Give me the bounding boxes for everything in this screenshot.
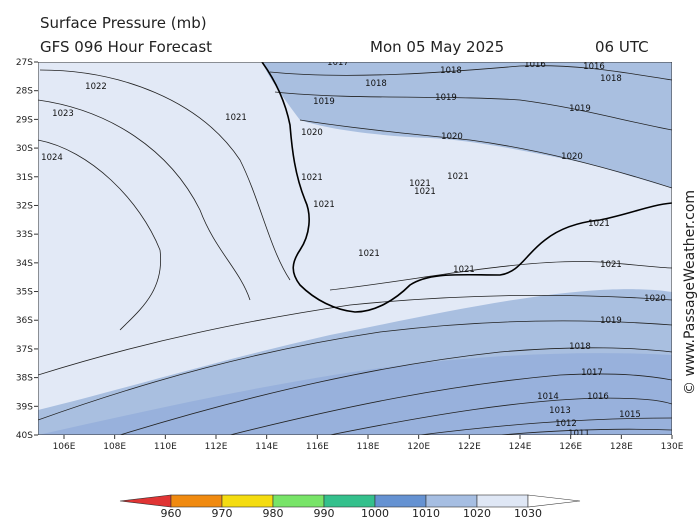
isobar-label: 1011: [568, 429, 590, 439]
colorbar-tip-right: [527, 494, 581, 508]
isobar-label: 1024: [41, 153, 63, 163]
isobar-labels: 1022 1023 1024 1021 1017 1018 1018 1016 1016 1018…: [41, 58, 666, 439]
isobar-label: 1021: [409, 179, 431, 189]
isobar-label: 1013: [549, 406, 571, 416]
isobar-label: 1014: [537, 392, 559, 402]
colorbar-segment: [272, 494, 325, 508]
colorbar-segment: [170, 494, 223, 508]
high-zone-north: [262, 62, 672, 188]
isobar-label: 1020: [561, 152, 583, 162]
map: 1022 1023 1024 1021 1017 1018 1018 1016 1016 1018…: [38, 58, 672, 439]
lat-label: 30S: [16, 144, 33, 154]
colorbar-label: 960: [161, 507, 182, 520]
isobar-label: 1021: [313, 200, 335, 210]
isobar-label: 1021: [588, 219, 610, 229]
lat-label: 39S: [16, 402, 33, 412]
isobar-label: 1022: [85, 82, 107, 92]
lon-label: 130E: [661, 442, 684, 452]
colorbar-tip-left: [119, 494, 172, 508]
isobar-label: 1018: [440, 66, 462, 76]
colorbar-label: 970: [212, 507, 233, 520]
colorbar-segment: [323, 494, 376, 508]
isobar-label: 1018: [365, 79, 387, 89]
isobar-label: 1018: [569, 342, 591, 352]
isobar-label: 1016: [583, 62, 605, 72]
lon-label: 114E: [255, 442, 278, 452]
lat-label: 32S: [16, 201, 33, 211]
colorbar-label: 1030: [514, 507, 542, 520]
lat-label: 33S: [16, 230, 33, 240]
lat-label: 40S: [16, 431, 33, 441]
lat-label: 37S: [16, 345, 33, 355]
isobar-label: 1012: [555, 419, 577, 429]
isobar-label: 1023: [52, 109, 74, 119]
lon-label: 128E: [610, 442, 633, 452]
lat-label: 38S: [16, 374, 33, 384]
isobar-label: 1021: [453, 265, 475, 275]
lat-label: 31S: [16, 173, 33, 183]
lon-label: 110E: [154, 442, 177, 452]
isobar-label: 1020: [301, 128, 323, 138]
colorbar-segment: [374, 494, 427, 508]
isobars: [38, 65, 672, 435]
isobar-label: 1021: [447, 172, 469, 182]
date: Mon 05 May 2025: [370, 38, 504, 56]
lon-label: 106E: [53, 442, 76, 452]
lon-label: 126E: [559, 442, 582, 452]
forecast: GFS 096 Hour Forecast: [40, 38, 212, 56]
title: Surface Pressure (mb): [40, 14, 207, 32]
lon-label: 120E: [407, 442, 430, 452]
isobar-label: 1016: [587, 392, 609, 402]
lon-label: 112E: [205, 442, 228, 452]
isobar-label: 1017: [581, 368, 603, 378]
lat-label: 27S: [16, 58, 33, 68]
zone-south-dark: [38, 353, 672, 435]
lon-label: 108E: [103, 442, 126, 452]
isobar-label: 1021: [414, 187, 436, 197]
lat-label: 28S: [16, 87, 33, 97]
lon-label: 122E: [458, 442, 481, 452]
colorbar-label: 1000: [361, 507, 389, 520]
isobar-label: 1021: [225, 113, 247, 123]
time: 06 UTC: [595, 38, 649, 56]
isobar-label: 1019: [435, 93, 457, 103]
colorbar-label: 1020: [463, 507, 491, 520]
lat-label: 35S: [16, 288, 33, 298]
isobar-label: 1021: [301, 173, 323, 183]
isobar-label: 1020: [644, 294, 666, 304]
lon-label: 118E: [357, 442, 380, 452]
colorbar-segment: [221, 494, 274, 508]
isobar-label: 1015: [619, 410, 641, 420]
isobar-label: 1019: [569, 104, 591, 114]
lat-label: 34S: [16, 259, 33, 269]
isobar-label: 1019: [313, 97, 335, 107]
isobar-label: 1019: [600, 316, 622, 326]
coastline: [261, 62, 672, 313]
colorbar-segment: [476, 494, 529, 508]
lon-label: 116E: [306, 442, 329, 452]
isobar-label: 1017: [327, 58, 349, 68]
colorbar-label: 1010: [412, 507, 440, 520]
isobar-label: 1018: [600, 74, 622, 84]
lon-label: 124E: [509, 442, 532, 452]
lat-label: 29S: [16, 115, 33, 125]
colorbar-segment: [425, 494, 478, 508]
isobar-label: 1016: [524, 60, 546, 70]
colorbar-label: 990: [314, 507, 335, 520]
colorbar-label: 980: [263, 507, 284, 520]
colorbar: 960 970 980 990 1000 1010 1020 1030: [119, 494, 581, 520]
isobar-label: 1020: [441, 132, 463, 142]
credit: © www.PassageWeather.com: [682, 190, 698, 395]
axes: 27S 28S 29S 30S 31S 32S 33S 34S 35S 36S 37S 38S 39S 4…: [16, 58, 684, 452]
lat-label: 36S: [16, 316, 33, 326]
isobar-label: 1021: [358, 249, 380, 259]
isobar-label: 1021: [600, 260, 622, 270]
